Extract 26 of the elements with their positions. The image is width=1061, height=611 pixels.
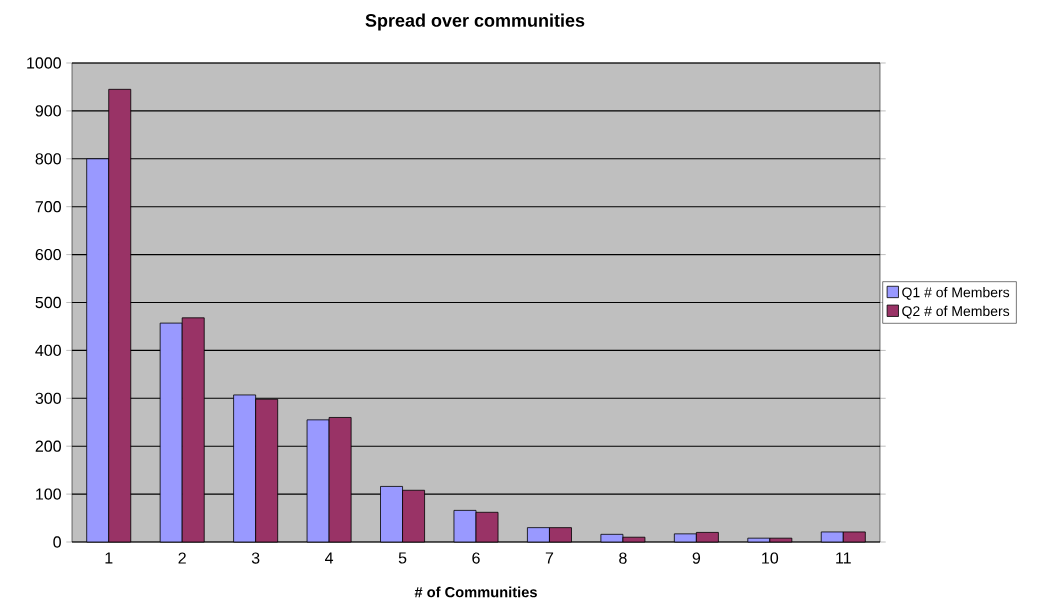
y-tick-label: 700 [35, 201, 61, 213]
legend-label: Q2 # of Members [902, 305, 1010, 319]
y-tick-label: 600 [35, 248, 61, 261]
x-tick-label: 2 [178, 552, 186, 564]
x-tick-label: 1 [105, 552, 113, 564]
x-tick-label: 11 [836, 552, 851, 564]
chart-title: Spread over communities [365, 13, 585, 31]
y-tick-label: 0 [53, 536, 61, 548]
x-tick-label: 8 [619, 552, 627, 564]
x-tick-label: 3 [251, 552, 260, 564]
y-tick-label: 800 [35, 153, 61, 165]
y-tick-label: 900 [35, 105, 61, 117]
x-tick-label: 7 [545, 552, 554, 564]
legend-label: Q1 # of Members [902, 287, 1010, 300]
y-tick-label: 500 [35, 296, 61, 309]
x-tick-label: 9 [692, 552, 701, 564]
y-tick-label: 1000 [27, 57, 61, 69]
x-tick-label: 6 [472, 552, 480, 564]
x-axis-title: # of Communities [414, 586, 537, 598]
y-tick-label: 100 [36, 488, 61, 500]
y-tick-label: 400 [35, 344, 61, 357]
y-tick-label: 300 [35, 392, 61, 404]
x-tick-label: 10 [762, 552, 779, 564]
x-tick-label: 5 [398, 552, 407, 564]
x-tick-label: 4 [325, 552, 334, 564]
y-tick-label: 200 [35, 440, 61, 452]
